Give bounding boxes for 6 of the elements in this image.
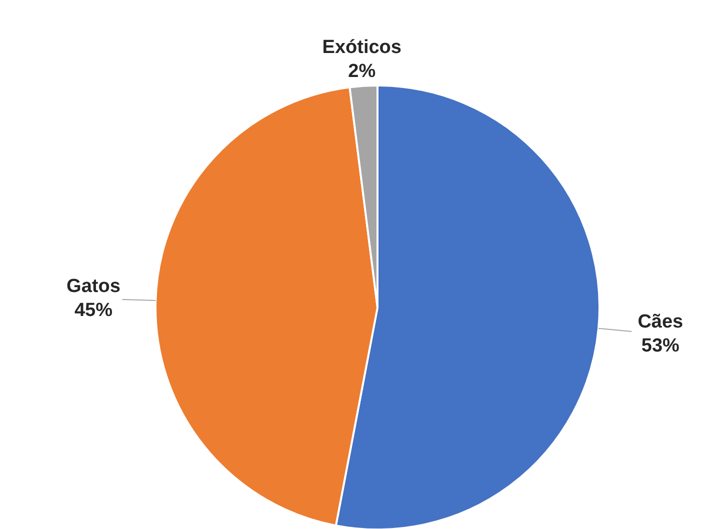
data-label: 53% xyxy=(641,336,680,357)
slice-label: Exóticos xyxy=(322,36,402,58)
data-label: 45% xyxy=(74,300,113,322)
data-label: 2% xyxy=(348,60,376,82)
slice-label: Gatos xyxy=(66,276,120,298)
slice-label: Cães xyxy=(638,312,684,333)
